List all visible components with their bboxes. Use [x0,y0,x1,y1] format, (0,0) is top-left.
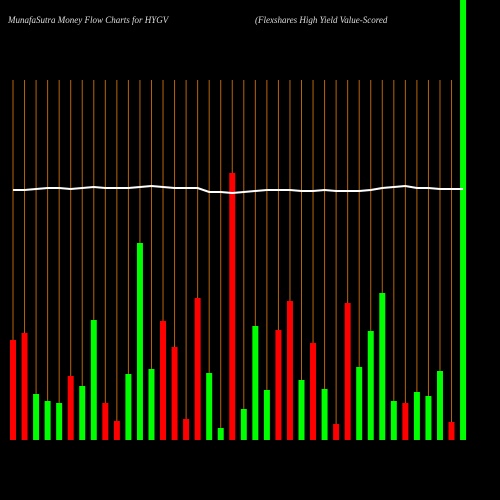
bar [344,303,351,440]
bar [425,396,432,440]
bar [10,340,16,440]
bar [102,403,109,440]
bar [356,367,363,440]
bar [183,419,190,440]
bar [310,343,317,440]
money-flow-line [13,184,464,195]
bar [263,390,270,440]
bar [229,173,236,440]
bar [125,374,132,440]
bar [113,421,120,440]
bar [390,401,397,440]
bar [136,243,143,440]
bar [252,326,259,440]
bar [148,369,155,440]
bar [286,301,293,440]
chart-title: MunafaSutra Money Flow Charts for HYGV [7,15,170,25]
bar [240,409,247,440]
bar [21,333,28,440]
bar [379,293,386,440]
bar [217,428,224,440]
bar [171,347,178,440]
bar [298,380,305,440]
bar [67,376,74,440]
bar [436,371,443,440]
bar [44,401,51,440]
bar [402,403,409,440]
bar [33,394,40,440]
bar [160,321,167,440]
bar [448,422,455,440]
bar [413,392,420,440]
bar [333,424,340,440]
bar [90,320,97,440]
bar [56,403,63,440]
chart-subtitle: (Flexshares High Yield Value-Scored [255,15,388,25]
bar [79,386,86,440]
bar [206,373,213,440]
bar [321,389,328,440]
bar [460,0,467,440]
bar [194,298,201,440]
bar [367,331,374,440]
bar [275,330,282,440]
